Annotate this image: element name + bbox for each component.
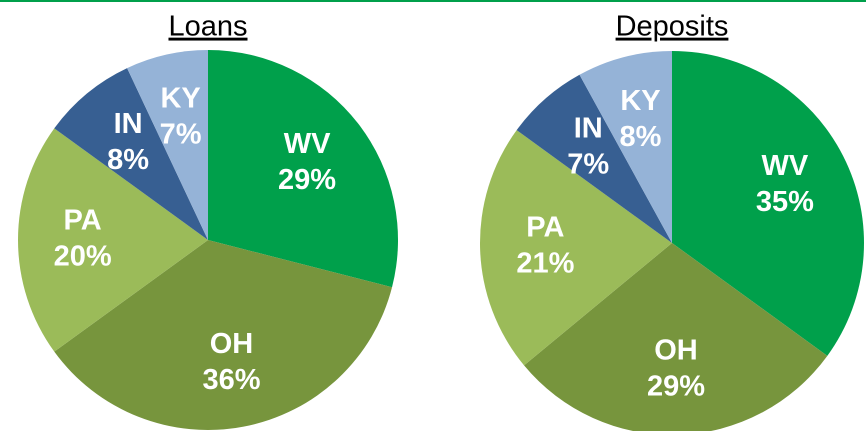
pie-slice (208, 50, 398, 288)
slice-value: 8% (620, 121, 662, 153)
pie-slice (524, 243, 828, 431)
slice-value: 20% (54, 241, 112, 273)
slice-name: PA (526, 212, 564, 244)
pie-slice (17, 128, 208, 352)
slice-name: WV (284, 128, 331, 160)
slice-value: 7% (160, 118, 202, 150)
pie-slice (54, 240, 393, 430)
slice-value: 36% (202, 364, 260, 396)
top-rule (0, 0, 866, 2)
slice-name: OH (654, 334, 698, 366)
slice-value: 29% (647, 370, 705, 402)
pie-slice (54, 68, 208, 241)
pie-slice (672, 51, 864, 356)
slice-name: OH (210, 328, 254, 360)
chart-title: Deposits (616, 11, 729, 43)
slice-name: KY (160, 82, 200, 114)
slice-name: IN (574, 113, 603, 145)
slice-name: KY (620, 85, 660, 117)
pie-slice (127, 50, 208, 240)
slice-value: 8% (107, 144, 149, 176)
slice-value: 21% (516, 248, 574, 280)
slice-value: 7% (567, 149, 609, 181)
pie-slice (579, 51, 672, 243)
pie-slice (516, 74, 672, 243)
slice-name: WV (762, 150, 809, 182)
slice-name: IN (114, 108, 143, 140)
chart-title: Loans (168, 11, 247, 43)
slice-value: 35% (756, 186, 814, 218)
pie-slice (480, 130, 672, 366)
slice-name: PA (64, 205, 102, 237)
slice-value: 29% (278, 164, 336, 196)
